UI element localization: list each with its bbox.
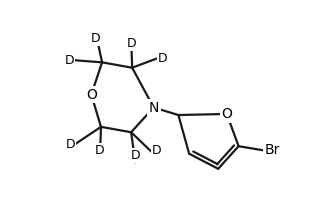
Text: D: D	[158, 52, 167, 64]
Text: Br: Br	[264, 143, 280, 158]
Text: D: D	[131, 149, 140, 162]
Text: D: D	[66, 138, 75, 150]
Text: O: O	[221, 107, 232, 121]
Text: D: D	[152, 144, 162, 157]
Text: D: D	[126, 37, 136, 49]
Text: D: D	[91, 32, 100, 45]
Text: O: O	[86, 88, 97, 102]
Text: D: D	[65, 54, 74, 67]
Text: N: N	[149, 100, 159, 115]
Text: D: D	[95, 144, 105, 157]
